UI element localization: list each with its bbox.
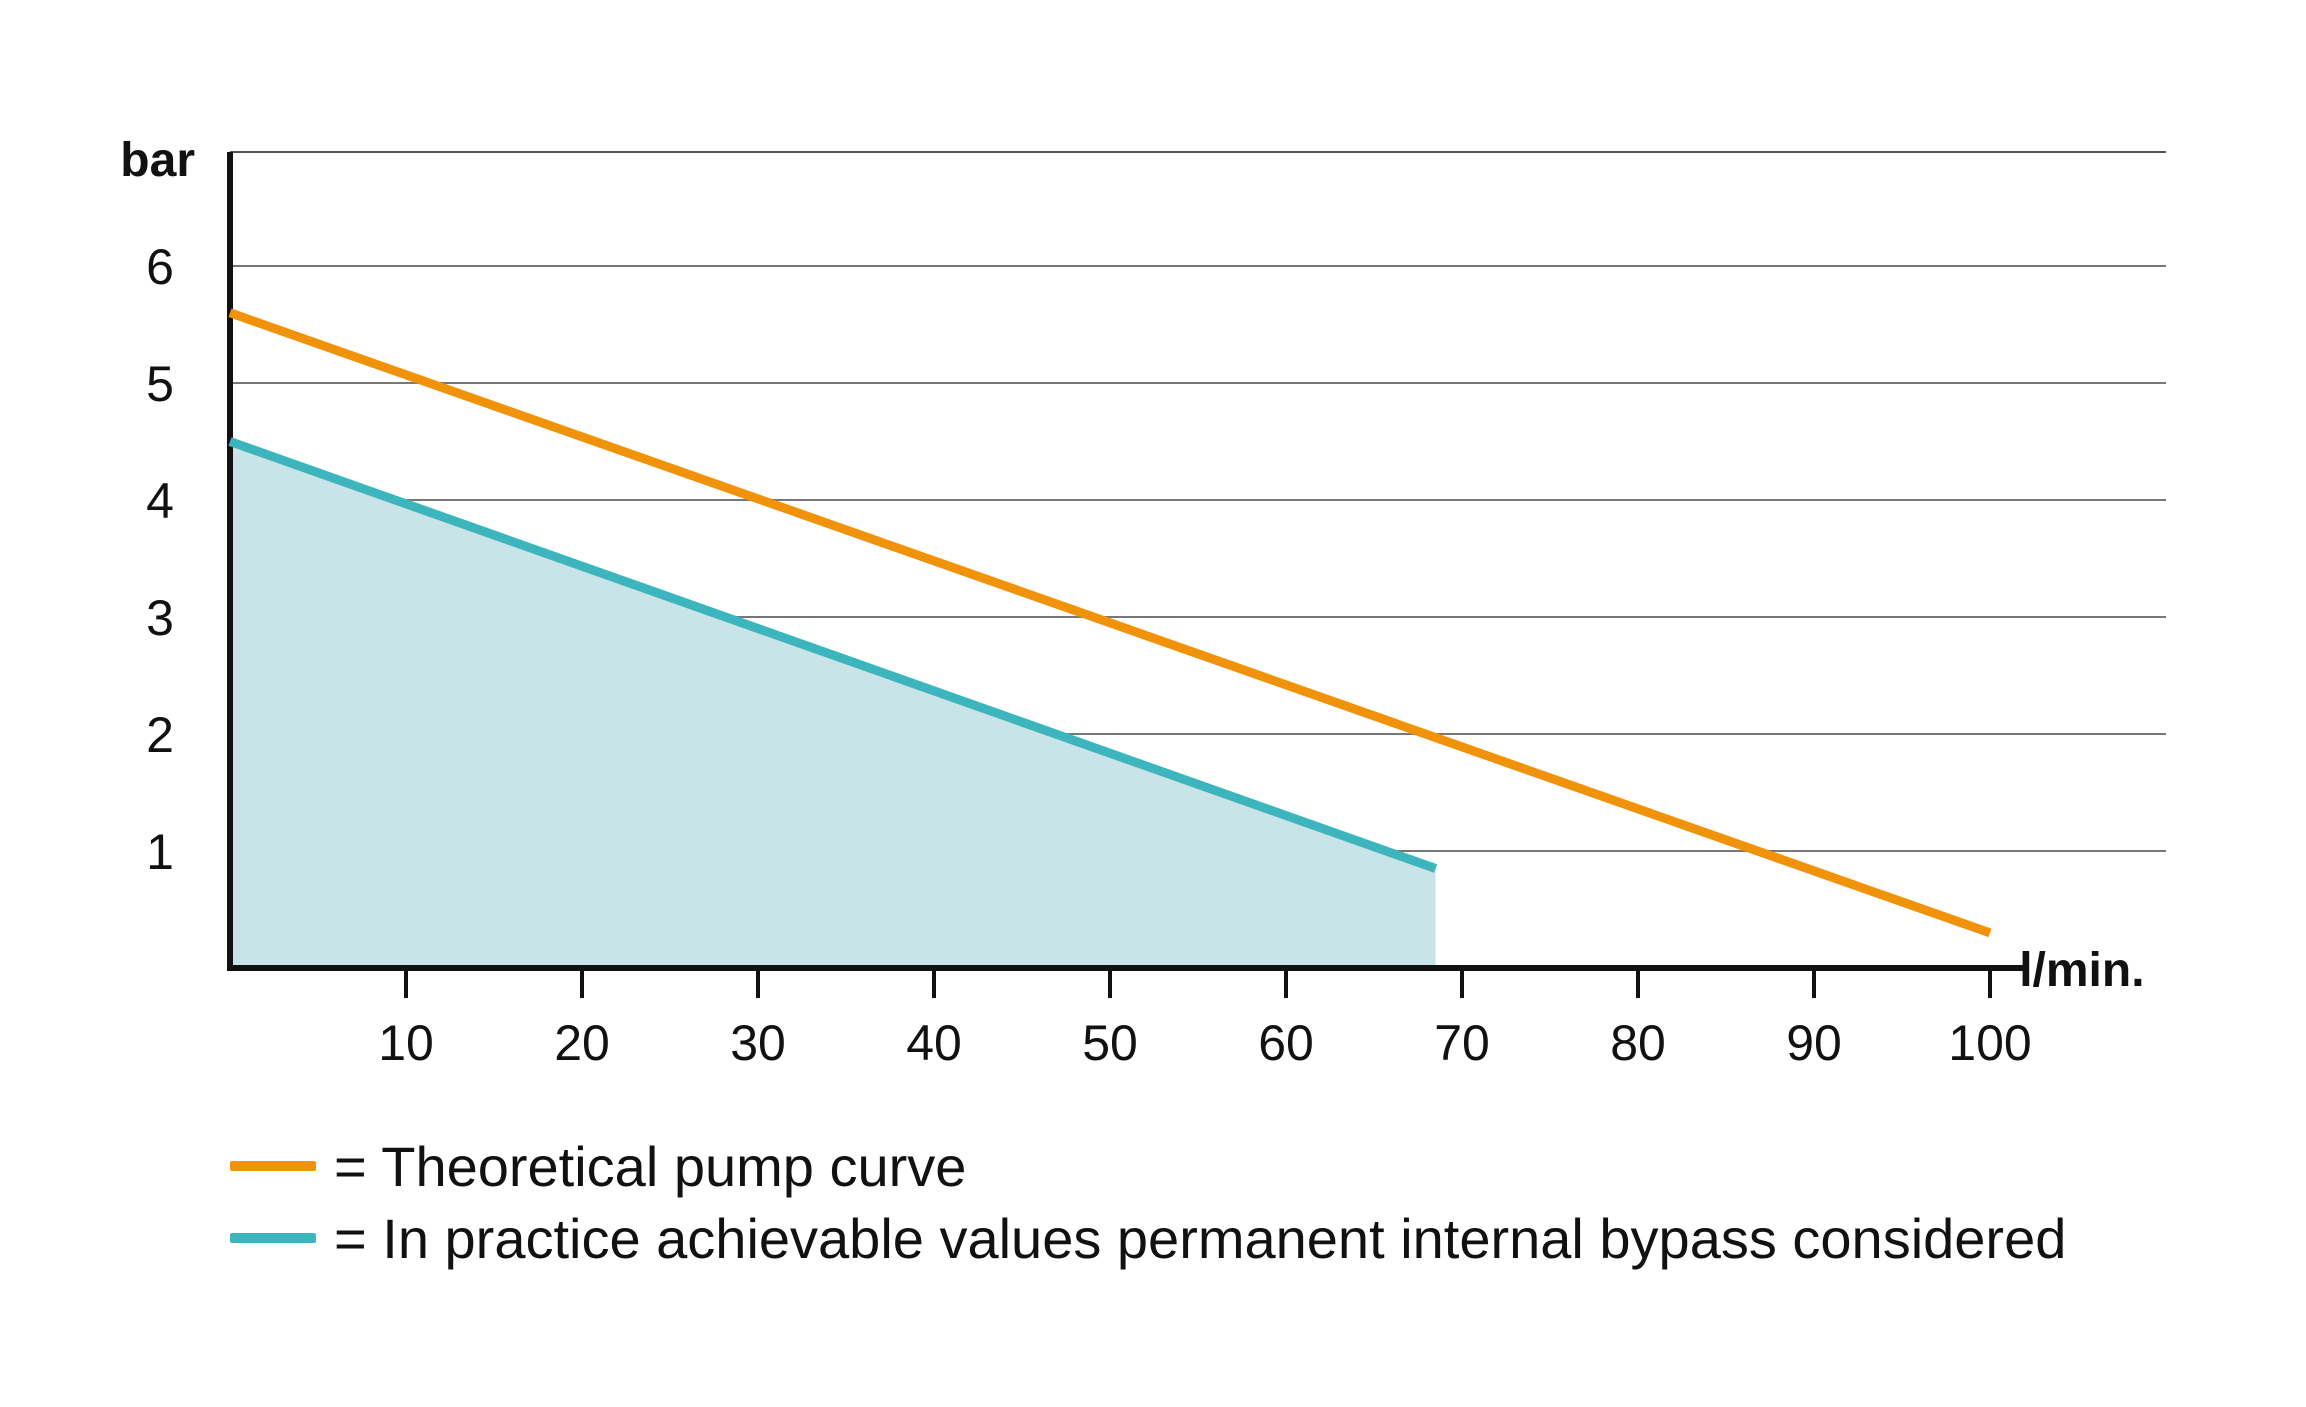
x-tick-label-30: 30: [730, 1015, 786, 1071]
x-tick-label-100: 100: [1948, 1015, 2031, 1071]
legend-swatch-practical: [230, 1233, 316, 1243]
axes: [227, 152, 2026, 971]
legend: = Theoretical pump curve = In practice a…: [230, 1130, 2066, 1274]
series-fill-1: [230, 441, 1436, 968]
y-tick-label-2: 2: [146, 707, 174, 763]
x-tick-label-20: 20: [554, 1015, 610, 1071]
y-axis-label: bar: [120, 134, 195, 187]
series-fills: [230, 441, 1436, 968]
x-tick-label-10: 10: [378, 1015, 434, 1071]
legend-swatch-theoretical: [230, 1161, 316, 1171]
legend-item-theoretical: = Theoretical pump curve: [230, 1130, 2066, 1202]
x-tick-label-40: 40: [906, 1015, 962, 1071]
tick-marks: [404, 968, 1992, 998]
x-tick-label-70: 70: [1434, 1015, 1490, 1071]
x-tick-label-60: 60: [1258, 1015, 1314, 1071]
series-lines: [228, 308, 1992, 938]
series-line-1: [228, 437, 1438, 873]
y-tick-label-5: 5: [146, 356, 174, 412]
y-tick-label-1: 1: [146, 824, 174, 880]
y-tick-label-4: 4: [146, 473, 174, 529]
x-axis-label: l/min.: [2019, 944, 2144, 997]
series-line-0: [228, 308, 1992, 938]
legend-label-theoretical: = Theoretical pump curve: [334, 1134, 967, 1198]
legend-item-practical: = In practice achievable values permanen…: [230, 1202, 2066, 1274]
y-tick-label-6: 6: [146, 239, 174, 295]
x-tick-label-50: 50: [1082, 1015, 1138, 1071]
y-tick-label-3: 3: [146, 590, 174, 646]
x-tick-label-90: 90: [1786, 1015, 1842, 1071]
legend-label-practical: = In practice achievable values permanen…: [334, 1206, 2067, 1270]
x-tick-label-80: 80: [1610, 1015, 1666, 1071]
